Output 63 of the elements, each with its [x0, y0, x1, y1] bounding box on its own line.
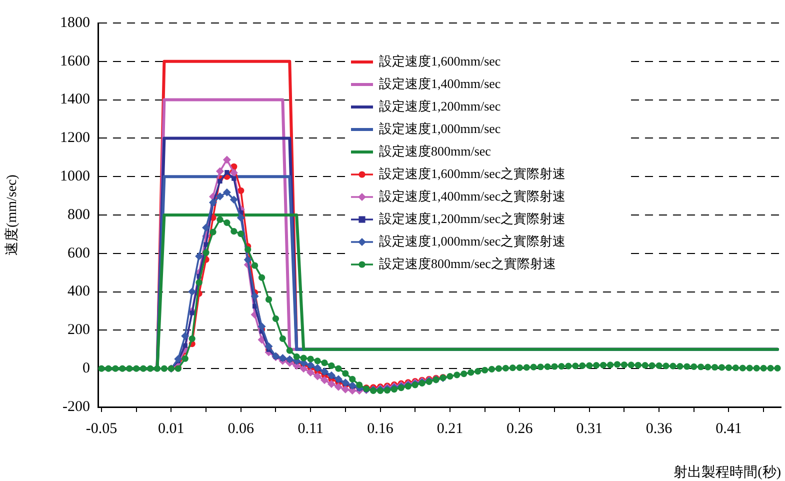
point [230, 196, 238, 204]
y-tick-label: 1800 [60, 14, 90, 31]
x-tick-label: 0.16 [367, 420, 394, 437]
point [188, 288, 196, 296]
y-tick-label: 1400 [60, 92, 90, 108]
point [218, 178, 222, 184]
legend-label: 設定速度1,000mm/sec [379, 120, 501, 136]
point [216, 192, 224, 200]
point [230, 168, 238, 177]
point [341, 385, 350, 394]
y-tick-label: 400 [68, 284, 90, 300]
x-axis-title: 射出製程時間(秒) [674, 464, 782, 480]
point [98, 365, 105, 372]
x-tick-label: 0.01 [158, 420, 184, 437]
point [320, 376, 329, 384]
legend-label: 設定速度1,400mm/sec之實際射速 [379, 188, 566, 204]
point [195, 252, 204, 260]
point [174, 355, 182, 363]
point [190, 310, 194, 316]
point [334, 382, 342, 391]
x-tick-label: 0.06 [228, 420, 254, 437]
y-tick-label: 600 [68, 245, 90, 262]
point [224, 170, 230, 175]
legend-label: 設定速度1,600mm/sec之實際射速 [379, 166, 566, 181]
point [306, 368, 315, 376]
x-tick-label: 0.21 [436, 420, 464, 437]
legend-label: 設定速度1,200mm/sec [379, 98, 501, 114]
point [314, 372, 322, 380]
y-tick-label: 1600 [60, 53, 90, 70]
point [250, 292, 259, 300]
x-tick-label: -0.05 [86, 420, 118, 437]
y-axis-title: 速度(mm/sec) [4, 174, 20, 256]
point [236, 214, 245, 222]
point [182, 343, 188, 348]
x-tick-label: 0.26 [506, 420, 534, 437]
point [154, 365, 161, 372]
y-tick-label: 1200 [60, 130, 90, 146]
legend-label: 設定速度1,000mm/sec之實際射速 [379, 233, 566, 248]
point [222, 156, 231, 164]
y-tick-label: -200 [62, 398, 90, 415]
point [238, 187, 244, 194]
point [181, 332, 190, 340]
x-tick-label: 0.11 [298, 420, 324, 437]
legend-label: 設定速度1,600mm/sec [379, 53, 501, 68]
point [216, 167, 224, 176]
legend-label: 設定速度800mm/sec之實際射速 [379, 256, 556, 271]
point [232, 176, 236, 181]
y-tick-label: 200 [68, 322, 90, 338]
point [348, 381, 356, 390]
point [264, 342, 273, 350]
point [258, 322, 266, 331]
legend-label: 設定速度1,200mm/sec之實際射速 [379, 210, 566, 226]
point [327, 380, 336, 388]
x-tick-label: 0.31 [576, 420, 602, 437]
legend-label: 設定速度800mm/sec [379, 143, 492, 158]
point [202, 224, 210, 232]
y-tick-label: 800 [68, 206, 90, 223]
x-tick-label: 0.36 [646, 420, 673, 437]
y-tick-label: 0 [82, 360, 90, 377]
legend-label: 設定速度1,400mm/sec [379, 76, 501, 91]
y-tick-label: 1000 [60, 168, 90, 185]
point [222, 188, 231, 196]
x-tick-label: 0.41 [716, 420, 742, 437]
